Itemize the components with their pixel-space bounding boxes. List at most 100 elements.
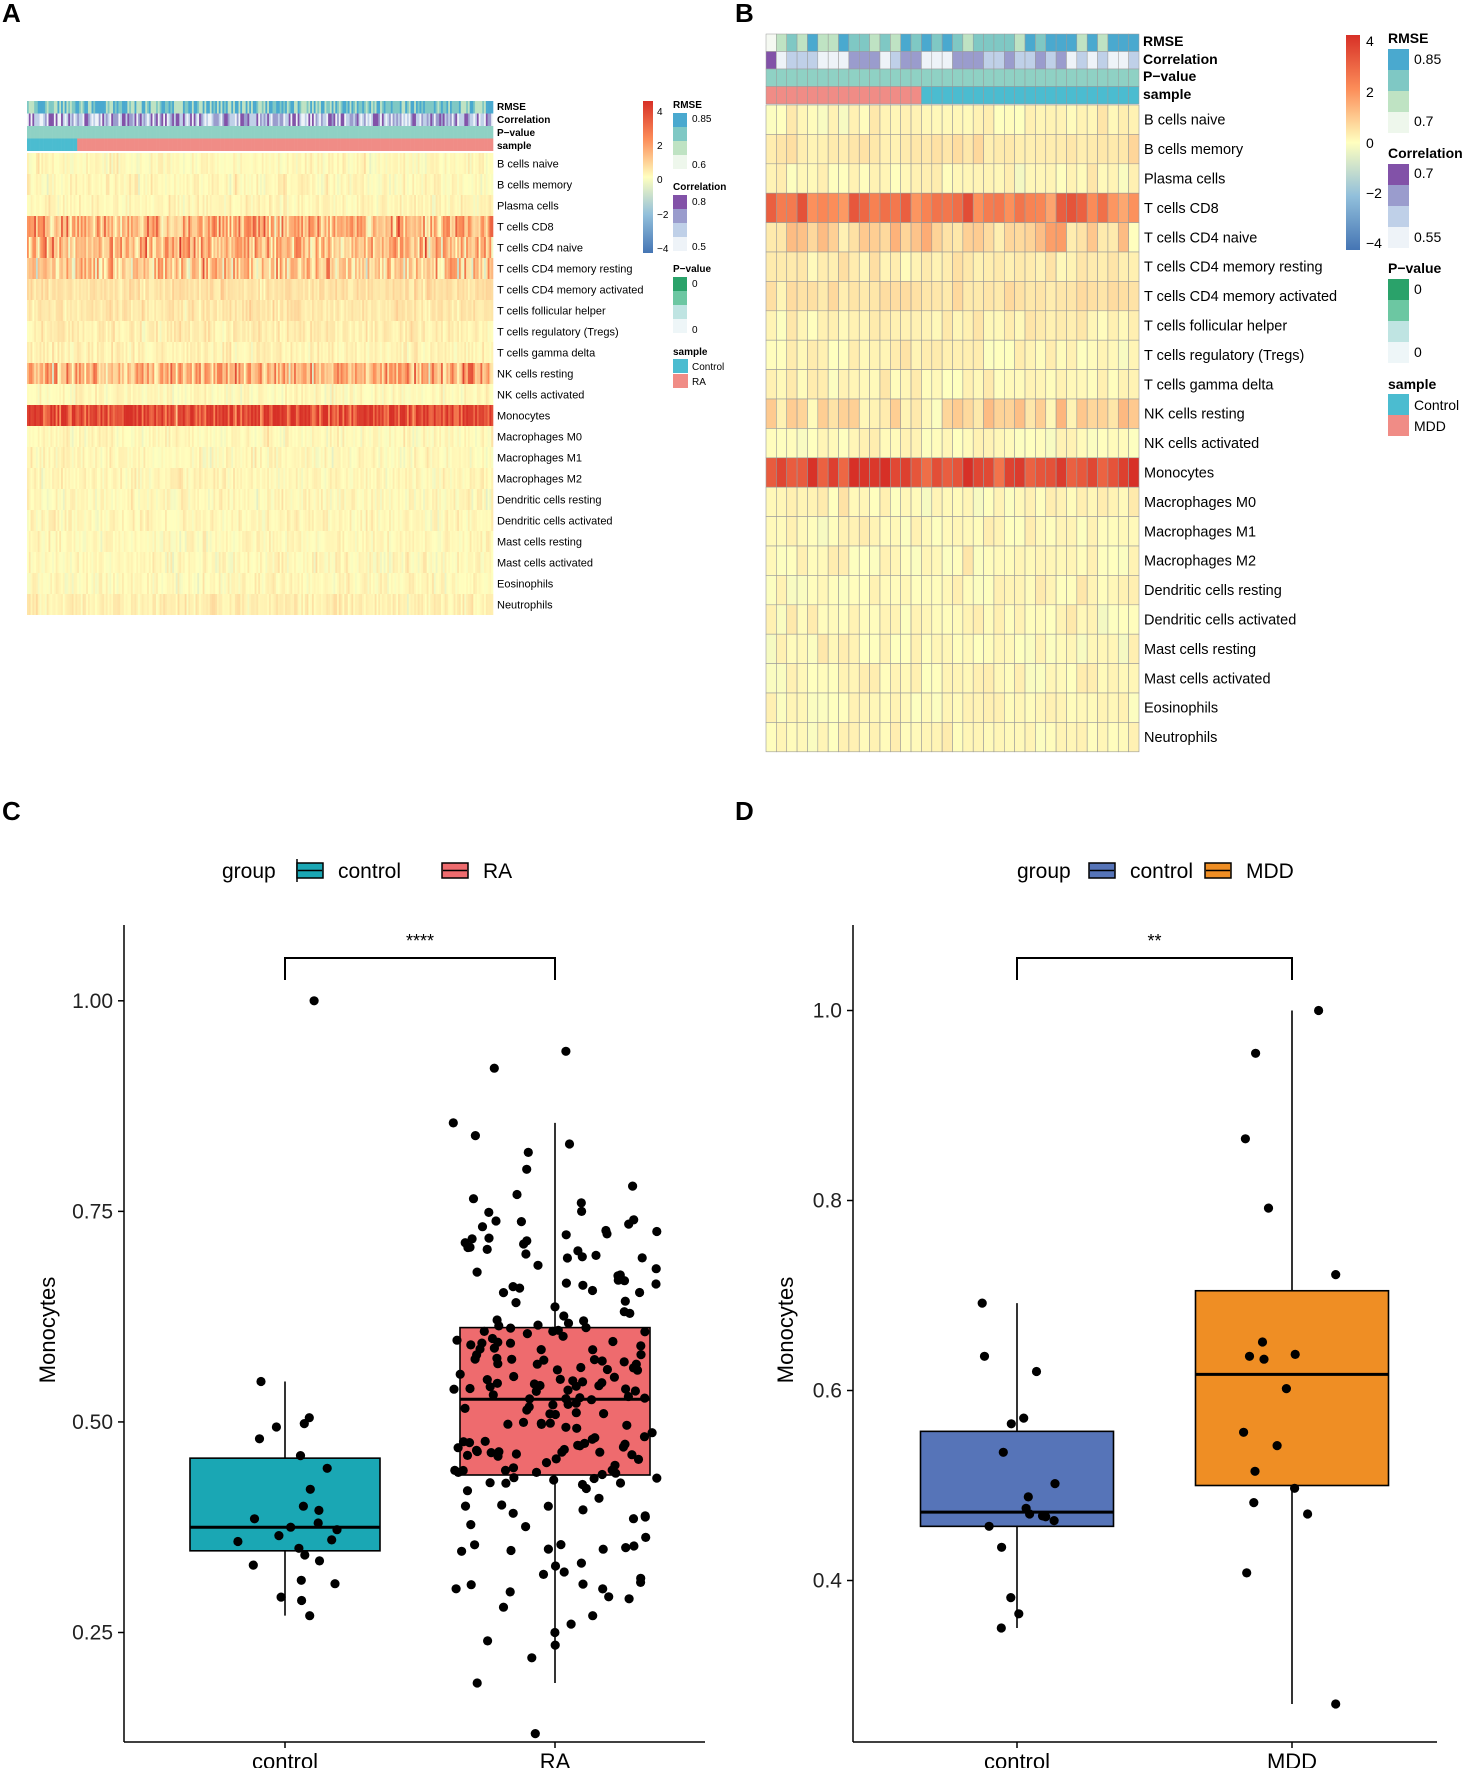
heatmap-a-cell	[326, 342, 329, 363]
heatmap-a-cell	[114, 468, 117, 489]
heatmap-a-cell	[354, 363, 358, 384]
heatmap-a-annotation-cell	[385, 126, 388, 139]
heatmap-a-annotation-cell	[285, 101, 288, 114]
heatmap-a-cell	[351, 300, 354, 321]
heatmap-a-cell	[480, 384, 483, 405]
heatmap-a-cell	[234, 342, 237, 363]
heatmap-a-cell	[86, 153, 89, 174]
heatmap-a-cell	[285, 174, 288, 195]
heatmap-a-cell	[433, 426, 436, 447]
heatmap-a-cell	[96, 216, 99, 237]
heatmap-a-cell	[371, 405, 374, 426]
heatmap-a-cell	[435, 300, 438, 321]
heatmap-a-annotation-cell	[313, 113, 316, 126]
heatmap-a-cell	[272, 300, 275, 321]
heatmap-a-cell	[190, 384, 193, 405]
heatmap-a-annotation-cell	[351, 101, 354, 114]
heatmap-a-annotation-cell	[229, 101, 232, 114]
heatmap-a-cell	[268, 384, 272, 405]
heatmap-a-cell	[245, 405, 248, 426]
heatmap-a-cell	[30, 405, 33, 426]
heatmap-a-annotation-cell	[96, 126, 99, 139]
heatmap-a-cell	[227, 363, 230, 384]
heatmap-a-cell	[360, 300, 363, 321]
heatmap-a-annotation-cell	[428, 138, 431, 151]
heatmap-a-cell	[308, 405, 311, 426]
heatmap-a-annotation-cell	[367, 113, 370, 126]
heatmap-a-annotation-cell	[333, 126, 336, 139]
heatmap-a-cell	[292, 321, 295, 342]
heatmap-a-cell	[179, 174, 182, 195]
heatmap-a-annotation-cell	[442, 113, 445, 126]
heatmap-a-annotation-cell	[426, 101, 429, 114]
heatmap-a-cell	[276, 279, 279, 300]
heatmap-a-cell	[256, 216, 259, 237]
heatmap-a-cell	[147, 321, 150, 342]
heatmap-a-annotation-cell	[329, 126, 332, 139]
heatmap-a-cell	[48, 363, 51, 384]
heatmap-a-cell	[372, 342, 376, 363]
heatmap-a-cell	[199, 258, 202, 279]
heatmap-a-annotation-cell	[389, 126, 392, 139]
heatmap-a-cell	[390, 279, 393, 300]
heatmap-a-cell	[132, 153, 135, 174]
heatmap-a-cell	[347, 195, 350, 216]
heatmap-a-cell	[104, 279, 107, 300]
heatmap-a-cell	[292, 300, 295, 321]
heatmap-a-cell	[116, 153, 119, 174]
heatmap-a-annotation-cell	[150, 126, 153, 139]
heatmap-a-annotation-cell	[43, 138, 46, 151]
heatmap-a-cell	[32, 363, 35, 384]
heatmap-a-cell	[87, 384, 91, 405]
heatmap-a-annotation-cell	[87, 138, 91, 151]
heatmap-a-cell	[482, 300, 485, 321]
heatmap-a-cell	[41, 426, 44, 447]
heatmap-a-cell	[466, 405, 469, 426]
heatmap-a-cell	[419, 195, 422, 216]
heatmap-a-annotation-cell	[406, 113, 410, 126]
heatmap-a-cell	[294, 384, 297, 405]
heatmap-a-annotation-cell	[311, 101, 315, 114]
heatmap-a-cell	[286, 342, 289, 363]
heatmap-a-annotation-cell	[177, 101, 180, 114]
heatmap-a-cell	[258, 174, 261, 195]
heatmap-a-cell	[84, 321, 87, 342]
heatmap-a-cell	[437, 384, 440, 405]
heatmap-a-cell	[37, 321, 40, 342]
heatmap-a-cell	[478, 174, 481, 195]
heatmap-a-cell	[32, 405, 35, 426]
heatmap-a-annotation-cell	[274, 138, 277, 151]
heatmap-a-annotation-cell	[385, 113, 388, 126]
heatmap-a-cell	[181, 384, 184, 405]
heatmap-a-cell	[70, 300, 73, 321]
heatmap-a-cell	[324, 426, 327, 447]
heatmap-a-cell	[199, 216, 202, 237]
heatmap-a-cell	[405, 258, 408, 279]
heatmap-a-cell	[340, 300, 343, 321]
heatmap-a-cell	[28, 384, 31, 405]
heatmap-a-cell	[61, 363, 64, 384]
heatmap-a-annotation-cell	[52, 113, 55, 126]
heatmap-a-cell	[435, 363, 438, 384]
heatmap-a-cell	[328, 342, 331, 363]
heatmap-a-cell	[480, 405, 483, 426]
heatmap-a-cell	[268, 405, 272, 426]
heatmap-a-cell	[64, 405, 67, 426]
heatmap-a-cell	[261, 216, 264, 237]
heatmap-a-cell	[95, 237, 98, 258]
heatmap-a-cell	[71, 384, 74, 405]
heatmap-a-cell	[460, 237, 463, 258]
heatmap-a-cell	[197, 174, 200, 195]
heatmap-a-cell	[78, 447, 82, 468]
heatmap-a-cell	[277, 279, 281, 300]
heatmap-a-annotation-cell	[170, 101, 173, 114]
heatmap-a-cell	[464, 405, 467, 426]
heatmap-a-annotation-cell	[147, 113, 150, 126]
heatmap-a-cell	[308, 384, 311, 405]
heatmap-a-cell	[417, 321, 420, 342]
heatmap-a-cell	[441, 216, 444, 237]
heatmap-a-cell	[161, 258, 164, 279]
heatmap-a-cell	[173, 174, 177, 195]
heatmap-a-cell	[236, 321, 239, 342]
heatmap-a-annotation-cell	[260, 138, 263, 151]
